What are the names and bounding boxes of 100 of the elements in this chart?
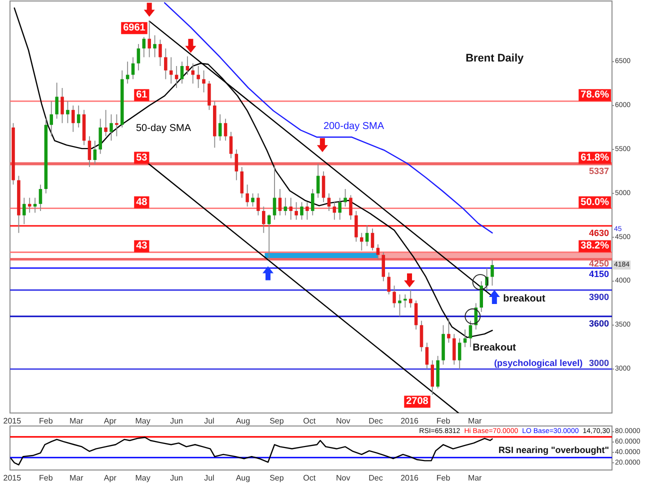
- candlestick: [131, 56, 135, 80]
- x-tick-label: 2016: [400, 416, 419, 426]
- candlestick: [430, 360, 434, 396]
- annotation: 50.0%: [580, 196, 610, 208]
- x-tick-label: Nov: [336, 474, 350, 482]
- candlestick: [349, 194, 352, 220]
- x-tick-label: Jul: [204, 416, 215, 426]
- candlestick: [370, 228, 374, 251]
- candlestick: [240, 166, 244, 198]
- x-tick-label: Aug: [236, 474, 250, 482]
- x-tick-label: Nov: [336, 416, 350, 426]
- annotation: breakout: [503, 294, 546, 305]
- candlestick: [425, 342, 429, 370]
- candlestick: [104, 109, 108, 137]
- candlestick: [234, 149, 238, 181]
- candlestick: [468, 320, 472, 348]
- series-label: 50-day SMA: [136, 123, 192, 134]
- candlestick: [316, 163, 320, 198]
- candlestick: [246, 184, 249, 208]
- candlestick: [191, 62, 195, 84]
- candlestick: [344, 188, 347, 208]
- candlestick: [142, 36, 146, 58]
- candlestick: [404, 294, 407, 308]
- x-tick-label: Feb: [39, 474, 54, 482]
- candlestick: [153, 34, 156, 58]
- candlestick: [93, 140, 97, 165]
- candlestick: [447, 318, 450, 344]
- annotation: 61.8%: [580, 152, 610, 164]
- candlestick: [262, 206, 266, 234]
- x-tick-label: 2015: [3, 474, 22, 482]
- x-tick-label: Dec: [368, 416, 383, 426]
- x-tick-label: Jun: [170, 416, 184, 426]
- candlestick: [311, 188, 314, 216]
- x-tick-label: Jul: [204, 474, 215, 482]
- candlestick: [98, 118, 102, 154]
- candlestick: [376, 244, 380, 260]
- x-tick-label: May: [135, 416, 150, 426]
- candlestick: [392, 285, 396, 308]
- candlestick: [158, 39, 162, 66]
- candlestick: [284, 197, 288, 216]
- candlestick: [480, 280, 483, 312]
- x-tick-label: Feb: [436, 474, 451, 482]
- candlestick: [354, 210, 358, 242]
- annotation: (psychological level): [494, 358, 583, 368]
- x-tick-label: Aug: [236, 416, 250, 426]
- candlestick: [300, 202, 304, 220]
- candlestick: [382, 252, 386, 282]
- candlestick: [164, 48, 168, 80]
- annotation: 38.2%: [580, 240, 610, 252]
- candlestick: [66, 100, 70, 124]
- x-tick-label: 2015: [3, 416, 22, 426]
- candlestick: [452, 333, 456, 366]
- candlestick: [148, 20, 151, 58]
- candlestick: [322, 170, 326, 203]
- candlestick: [169, 56, 173, 84]
- x-tick-label: Mar: [70, 416, 84, 426]
- text: Brent Daily: [466, 52, 525, 65]
- x-tick-label: Oct: [303, 416, 316, 426]
- candlestick: [110, 114, 113, 142]
- annotation: 2708: [406, 396, 429, 408]
- annotation: 78.6%: [580, 90, 610, 101]
- candlestick: [115, 114, 118, 137]
- candlestick: [272, 164, 276, 220]
- x-tick-label: Mar: [468, 474, 482, 482]
- annotation: 6961: [123, 22, 146, 34]
- ref-line-label: 4150: [588, 269, 609, 280]
- annotation: 43: [136, 240, 148, 252]
- ref-line-label: 3000: [588, 358, 609, 368]
- candlestick: [306, 202, 309, 220]
- x-tick-label: Oct: [303, 474, 316, 482]
- candlestick: [50, 100, 53, 137]
- candlestick: [294, 202, 298, 220]
- candlestick: [180, 61, 184, 84]
- candlestick: [256, 192, 260, 216]
- annotation: Breakout: [472, 342, 517, 354]
- annotation: RSI nearing "overbought": [498, 445, 609, 456]
- candlestick: [88, 136, 92, 168]
- candlestick: [338, 197, 342, 220]
- candlestick: [332, 202, 336, 220]
- candlestick: [387, 272, 390, 295]
- annotation: 61: [136, 90, 148, 101]
- x-tick-label: Feb: [39, 416, 54, 426]
- candlestick: [22, 197, 26, 225]
- candlestick: [490, 258, 494, 286]
- ref-line-label: 5337: [588, 166, 609, 176]
- x-tick-label: Sep: [270, 416, 284, 426]
- ref-line-label: 4250: [588, 258, 609, 268]
- candlestick: [398, 294, 402, 317]
- candlestick: [72, 105, 75, 132]
- x-tick-label: 2016: [400, 474, 419, 482]
- ref-line-label: 3600: [588, 318, 609, 328]
- x-tick-label: Feb: [436, 416, 451, 426]
- candlestick: [202, 70, 206, 93]
- candlestick: [218, 114, 222, 142]
- candlestick: [186, 56, 190, 76]
- candlestick: [360, 232, 364, 251]
- x-tick-label: Jun: [170, 474, 184, 482]
- ref-line-label: 3900: [588, 292, 609, 302]
- x-tick-label: Sep: [270, 474, 284, 482]
- candlestick: [420, 320, 424, 352]
